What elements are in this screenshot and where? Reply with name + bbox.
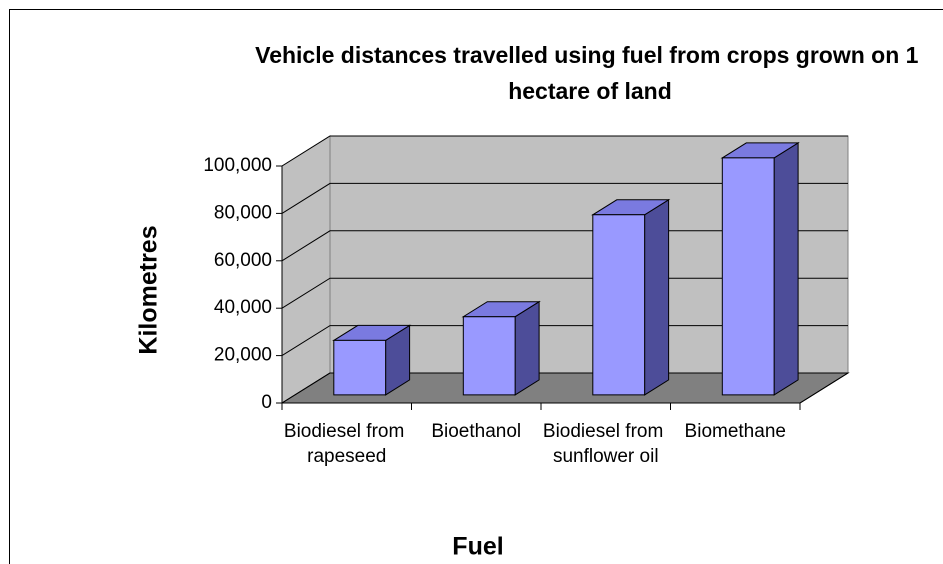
bar-side bbox=[644, 198, 670, 396]
y-tick-label: 20,000 bbox=[214, 345, 272, 366]
bar-side bbox=[514, 300, 540, 396]
grid-line bbox=[281, 325, 848, 357]
y-tick-label: 80,000 bbox=[214, 202, 272, 223]
bar bbox=[462, 316, 516, 396]
y-tick-label: 40,000 bbox=[214, 297, 272, 318]
y-tick-label: 100,000 bbox=[203, 155, 272, 176]
y-tick-label: 60,000 bbox=[214, 250, 272, 271]
x-tick-label: Biodiesel from rapeseed bbox=[284, 421, 410, 467]
bar-side bbox=[773, 141, 799, 396]
bar bbox=[721, 157, 775, 396]
x-axis-title: Fuel bbox=[452, 533, 503, 561]
grid-line bbox=[281, 230, 848, 262]
grid-line bbox=[281, 277, 848, 309]
grid-line bbox=[281, 372, 848, 404]
chart-title: Vehicle distances travelled using fuel f… bbox=[255, 42, 925, 104]
grid-line bbox=[281, 135, 848, 167]
x-tick-label: Biodiesel from sunflower oil bbox=[543, 421, 669, 467]
y-tick-label: 0 bbox=[261, 392, 272, 413]
bar bbox=[333, 339, 387, 396]
bar bbox=[592, 214, 646, 396]
side-wall bbox=[281, 135, 331, 404]
x-tick-label: Bioethanol bbox=[431, 421, 521, 442]
y-axis-title: Kilometres bbox=[135, 225, 163, 354]
x-tick-label: Biomethane bbox=[685, 421, 786, 442]
grid-line bbox=[281, 182, 848, 214]
